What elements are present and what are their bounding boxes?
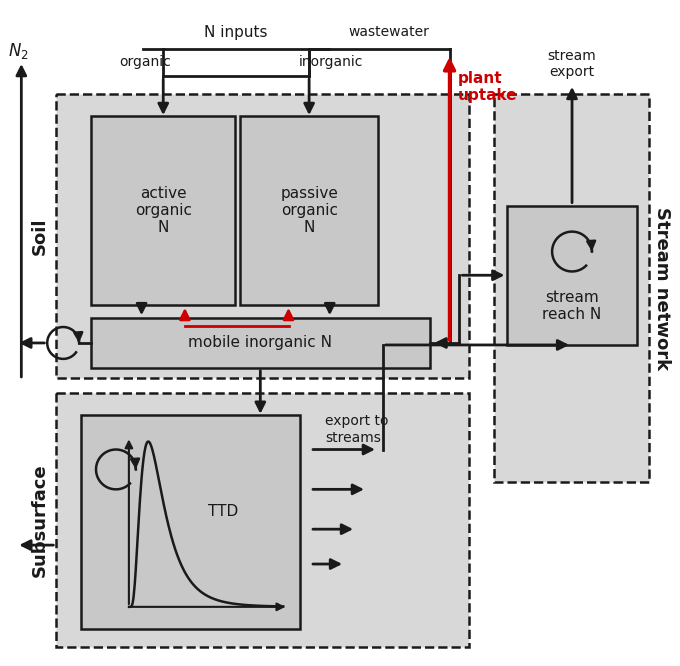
Bar <box>56 94 469 378</box>
Bar <box>56 393 469 647</box>
Bar <box>494 94 649 482</box>
Text: mobile inorganic N: mobile inorganic N <box>188 336 333 350</box>
Text: TTD: TTD <box>208 503 239 519</box>
Text: wastewater: wastewater <box>349 25 430 39</box>
Text: $N_2$: $N_2$ <box>8 41 29 61</box>
Text: plant
uptake: plant uptake <box>458 71 517 103</box>
Bar <box>81 415 300 629</box>
Bar <box>507 206 636 345</box>
Text: export to
streams: export to streams <box>325 414 388 445</box>
Text: stream
reach N: stream reach N <box>543 290 602 322</box>
Text: organic: organic <box>120 55 171 69</box>
Text: Subsurface: Subsurface <box>30 463 48 577</box>
Text: N inputs: N inputs <box>205 25 268 40</box>
Text: active
organic
N: active organic N <box>135 186 192 235</box>
Text: inorganic: inorganic <box>299 55 363 69</box>
Bar <box>241 116 378 305</box>
Text: Soil: Soil <box>30 217 48 254</box>
Bar <box>91 318 430 368</box>
Text: Stream network: Stream network <box>653 206 670 370</box>
Text: passive
organic
N: passive organic N <box>280 186 338 235</box>
Text: stream
export: stream export <box>547 49 596 79</box>
Bar <box>91 116 235 305</box>
